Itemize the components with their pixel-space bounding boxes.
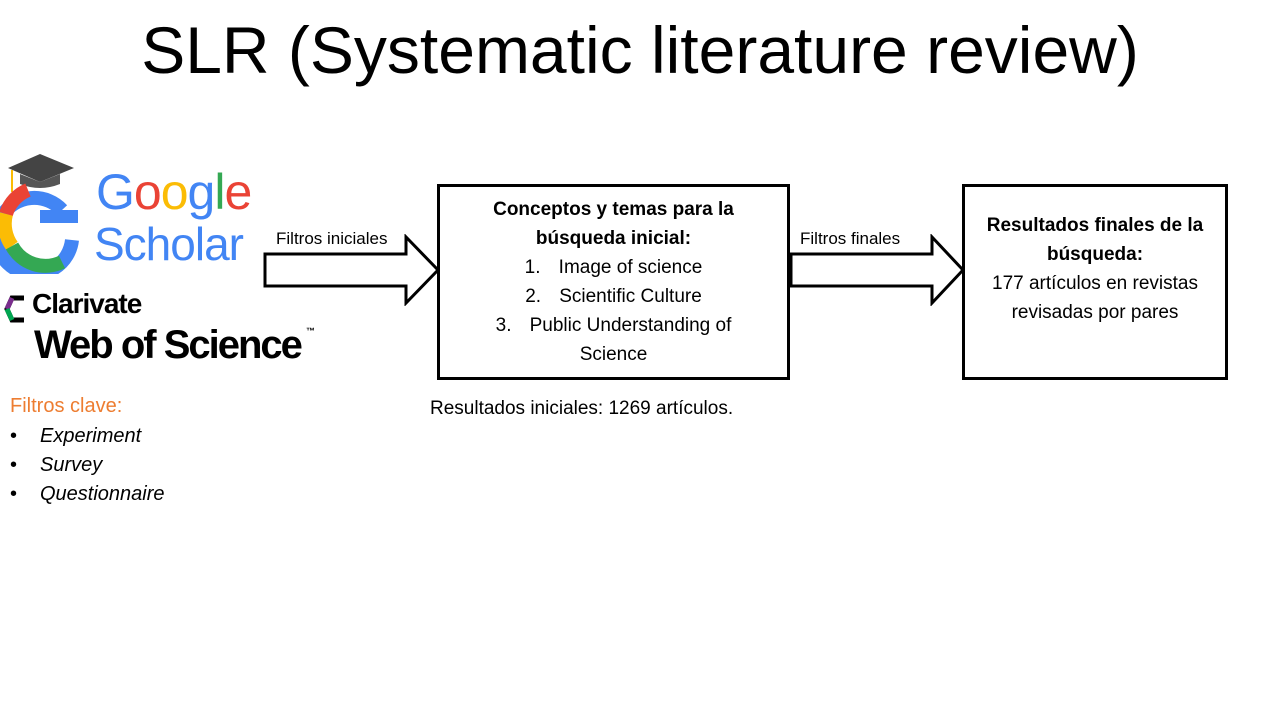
concept-number: 3. xyxy=(495,315,512,336)
concepts-box: Conceptos y temas para la búsqueda inici… xyxy=(437,184,790,380)
key-filters-heading: Filtros clave: xyxy=(10,395,123,417)
concept-label: Image of science xyxy=(558,257,703,278)
key-filter-item: • Survey xyxy=(10,451,165,480)
clarivate-mark-icon xyxy=(4,295,24,323)
bullet-icon: • xyxy=(10,425,18,447)
key-filter-label: Questionnaire xyxy=(40,483,165,505)
arrow-initial-filters-icon xyxy=(263,234,441,306)
final-results-heading: Resultados finales de la búsqueda: xyxy=(986,215,1204,265)
concept-number: 2. xyxy=(525,286,542,307)
concept-item: 1. Image of science xyxy=(440,253,787,282)
arrow-final-filters-label: Filtros finales xyxy=(800,229,901,248)
key-filter-label: Survey xyxy=(40,454,103,476)
concept-number: 1. xyxy=(524,257,541,278)
bullet-icon: • xyxy=(10,483,18,505)
initial-results-text: Resultados iniciales: 1269 artículos. xyxy=(430,398,734,419)
key-filter-item: • Questionnaire xyxy=(10,480,165,509)
bullet-icon: • xyxy=(10,454,18,476)
final-results-body: 177 artículos en revistas revisadas por … xyxy=(992,273,1198,323)
google-scholar-logo xyxy=(0,154,79,274)
trademark-symbol: ™ xyxy=(306,326,315,336)
key-filters: Filtros clave: • Experiment • Survey • Ques… xyxy=(10,392,165,509)
arrow-initial-filters-label: Filtros iniciales xyxy=(276,229,388,248)
concept-label: Scientific Culture xyxy=(559,286,702,307)
web-of-science-wordmark: Web of Science xyxy=(34,323,303,367)
google-g-icon xyxy=(0,183,79,274)
clarivate-wordmark: Clarivate xyxy=(32,288,142,319)
key-filters-list: • Experiment • Survey • Questionnaire xyxy=(10,422,165,509)
concepts-list: 1. Image of science 2. Scientific Culture … xyxy=(440,253,787,369)
concept-item: 2. Scientific Culture xyxy=(440,282,787,311)
concept-label: Public Understanding of Science xyxy=(529,315,732,365)
key-filter-item: • Experiment xyxy=(10,422,165,451)
slide-title: SLR (Systematic literature review) xyxy=(141,13,1139,87)
key-filter-label: Experiment xyxy=(40,425,142,447)
google-wordmark: Google xyxy=(96,164,252,220)
graduation-cap-icon xyxy=(8,154,74,192)
concept-item: 3. Public Understanding of Science xyxy=(440,311,787,369)
scholar-wordmark: Scholar xyxy=(94,218,244,270)
final-results-box: Resultados finales de la búsqueda: 177 a… xyxy=(962,184,1228,380)
arrow-final-filters-icon xyxy=(789,234,966,306)
concepts-box-heading: Conceptos y temas para la búsqueda inici… xyxy=(493,199,734,249)
